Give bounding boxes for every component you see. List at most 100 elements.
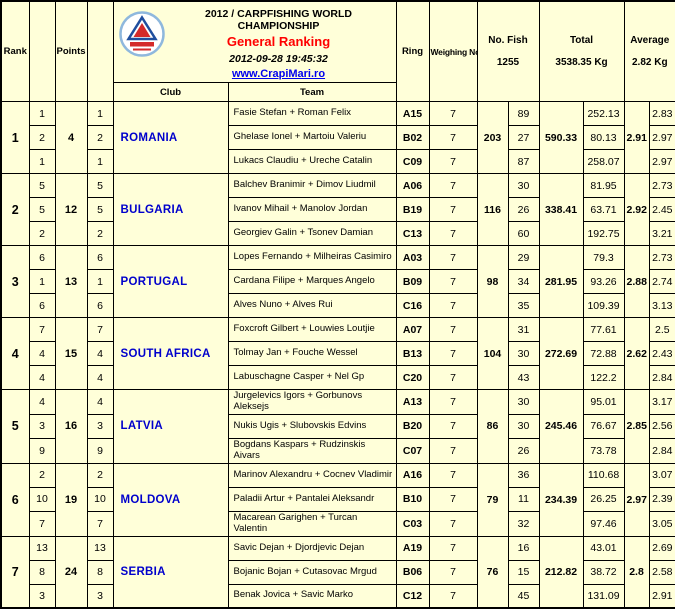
team-fish-cell: 60 xyxy=(507,221,540,246)
team-name-cell: Fasie Stefan + Roman Felix xyxy=(227,101,397,126)
team-row: 7 13 24 13 SERBIA Savic Dejan + Djordjevic De… xyxy=(0,535,675,609)
team-points-cell: 2 xyxy=(28,221,56,246)
team-name-cell: Cardana Filipe + Marques Angelo xyxy=(227,269,397,294)
team-row: 8 8 Bojanic Bojan + Cutasovac Mrgud B06 7 15 3… xyxy=(1,559,675,585)
title-block: 2012 / CARPFISHING WORLD CHAMPIONSHIP Ge… xyxy=(112,0,397,83)
ring-cell: A07 xyxy=(395,317,430,342)
team-points-cell: 9 xyxy=(28,437,56,464)
team-weight-cell: 43.01 xyxy=(582,535,625,561)
country-fish-total-cell: 86 xyxy=(476,389,509,464)
team-name-cell: Georgiev Galin + Tsonev Damian xyxy=(227,221,397,246)
team-average-cell: 2.97 xyxy=(648,125,675,150)
weighing-no-cell: 7 xyxy=(428,245,478,270)
team-fish-cell: 26 xyxy=(507,437,540,464)
team-fish-cell: 34 xyxy=(507,269,540,294)
team-name-cell: Savic Dejan + Djordjevic Dejan xyxy=(227,535,397,561)
team-place-cell: 1 xyxy=(86,269,114,294)
team-name-cell: Ghelase Ionel + Martoiu Valeriu xyxy=(227,125,397,150)
country-rank-cell: 6 xyxy=(0,462,30,537)
team-weight-cell: 38.72 xyxy=(582,559,625,585)
team-fish-cell: 27 xyxy=(507,125,540,150)
team-fish-cell: 29 xyxy=(507,245,540,270)
country-rank-cell: 7 xyxy=(0,535,30,609)
team-fish-cell: 30 xyxy=(507,389,540,415)
team-place-cell: 1 xyxy=(86,149,114,174)
team-average-cell: 2.45 xyxy=(648,197,675,222)
country-points-cell: 16 xyxy=(54,389,88,464)
ring-cell: A06 xyxy=(395,173,430,198)
ring-cell: A13 xyxy=(395,389,430,415)
no-fish-label: No. Fish xyxy=(488,35,528,46)
team-place-cell: 10 xyxy=(86,486,114,512)
team-points-cell: 6 xyxy=(28,293,56,318)
col-header-rank: Rank xyxy=(0,0,30,102)
team-name-cell: Lopes Fernando + Milheiras Casimiro xyxy=(227,245,397,270)
country-points-cell: 24 xyxy=(54,535,88,609)
team-average-cell: 2.69 xyxy=(648,535,675,561)
team-points-cell: 4 xyxy=(28,365,56,390)
team-weight-cell: 93.26 xyxy=(582,269,625,294)
team-weight-cell: 79.3 xyxy=(582,245,625,270)
ring-cell: C03 xyxy=(395,510,430,537)
ring-cell: B19 xyxy=(395,197,430,222)
championship-title: 2012 / CARPFISHING WORLD CHAMPIONSHIP xyxy=(204,8,353,32)
team-place-cell: 1 xyxy=(86,101,114,126)
ring-cell: A03 xyxy=(395,245,430,270)
team-row: 3 3 Nukis Ugis + Slubovskis Edvins B20 7 30 76… xyxy=(1,413,675,439)
team-name-cell: Foxcroft Gilbert + Louwies Loutjie xyxy=(227,317,397,342)
club-name-cell: LATVIA xyxy=(112,389,229,464)
team-fish-cell: 30 xyxy=(507,413,540,439)
ring-cell: A19 xyxy=(395,535,430,561)
website-link[interactable]: www.CrapiMari.ro xyxy=(231,68,326,80)
team-place-cell: 9 xyxy=(86,437,114,464)
team-fish-cell: 16 xyxy=(507,535,540,561)
col-header-team-points xyxy=(28,0,56,102)
country-average-cell: 2.97 xyxy=(623,462,650,537)
team-average-cell: 2.58 xyxy=(648,559,675,585)
weighing-no-cell: 7 xyxy=(428,173,478,198)
team-row: 5 5 Ivanov Mihail + Manolov Jordan B19 7 26 63… xyxy=(1,197,675,222)
col-header-ring: Ring xyxy=(395,0,430,102)
team-name-cell: Paladii Artur + Pantalei Aleksandr xyxy=(227,486,397,512)
team-weight-cell: 81.95 xyxy=(582,173,625,198)
country-weight-total-cell: 212.82 xyxy=(538,535,584,609)
team-name-cell: Alves Nuno + Alves Rui xyxy=(227,293,397,318)
weighing-no-cell: 7 xyxy=(428,437,478,464)
team-average-cell: 2.83 xyxy=(648,101,675,126)
team-average-cell: 3.07 xyxy=(648,462,675,488)
country-weight-total-cell: 245.46 xyxy=(538,389,584,464)
table-header: Rank Points 2012 / CARPFISHING W xyxy=(0,0,675,102)
team-place-cell: 4 xyxy=(86,341,114,366)
country-fish-total-cell: 98 xyxy=(476,245,509,318)
weighing-no-cell: 7 xyxy=(428,365,478,390)
country-average-cell: 2.88 xyxy=(623,245,650,318)
average-grand-value: 2.82 Kg xyxy=(632,57,668,68)
team-weight-cell: 95.01 xyxy=(582,389,625,415)
club-name-cell: PORTUGAL xyxy=(112,245,229,318)
team-place-cell: 3 xyxy=(86,583,114,609)
team-name-cell: Jurgelevics Igors + Gorbunovs Aleksejs xyxy=(227,389,397,415)
col-header-team: Team xyxy=(227,82,397,102)
ring-cell: C07 xyxy=(395,437,430,464)
team-weight-cell: 109.39 xyxy=(582,293,625,318)
team-points-cell: 2 xyxy=(28,125,56,150)
team-name-cell: Marinov Alexandru + Cocnev Vladimir xyxy=(227,462,397,488)
team-fish-cell: 15 xyxy=(507,559,540,585)
team-fish-cell: 31 xyxy=(507,317,540,342)
team-average-cell: 3.17 xyxy=(648,389,675,415)
team-name-cell: Lukacs Claudiu + Ureche Catalin xyxy=(227,149,397,174)
ranking-title: General Ranking xyxy=(226,34,331,49)
country-average-cell: 2.85 xyxy=(623,389,650,464)
team-fish-cell: 11 xyxy=(507,486,540,512)
col-header-club: Club xyxy=(112,82,229,102)
country-fish-total-cell: 116 xyxy=(476,173,509,246)
weighing-no-cell: 7 xyxy=(428,583,478,609)
team-points-cell: 3 xyxy=(28,583,56,609)
team-place-cell: 2 xyxy=(86,125,114,150)
team-weight-cell: 97.46 xyxy=(582,510,625,537)
team-row: 2 2 Georgiev Galin + Tsonev Damian C13 7 60 19… xyxy=(1,221,675,246)
ring-cell: B13 xyxy=(395,341,430,366)
club-name-cell: MOLDOVA xyxy=(112,462,229,537)
country-rank-cell: 4 xyxy=(0,317,30,390)
